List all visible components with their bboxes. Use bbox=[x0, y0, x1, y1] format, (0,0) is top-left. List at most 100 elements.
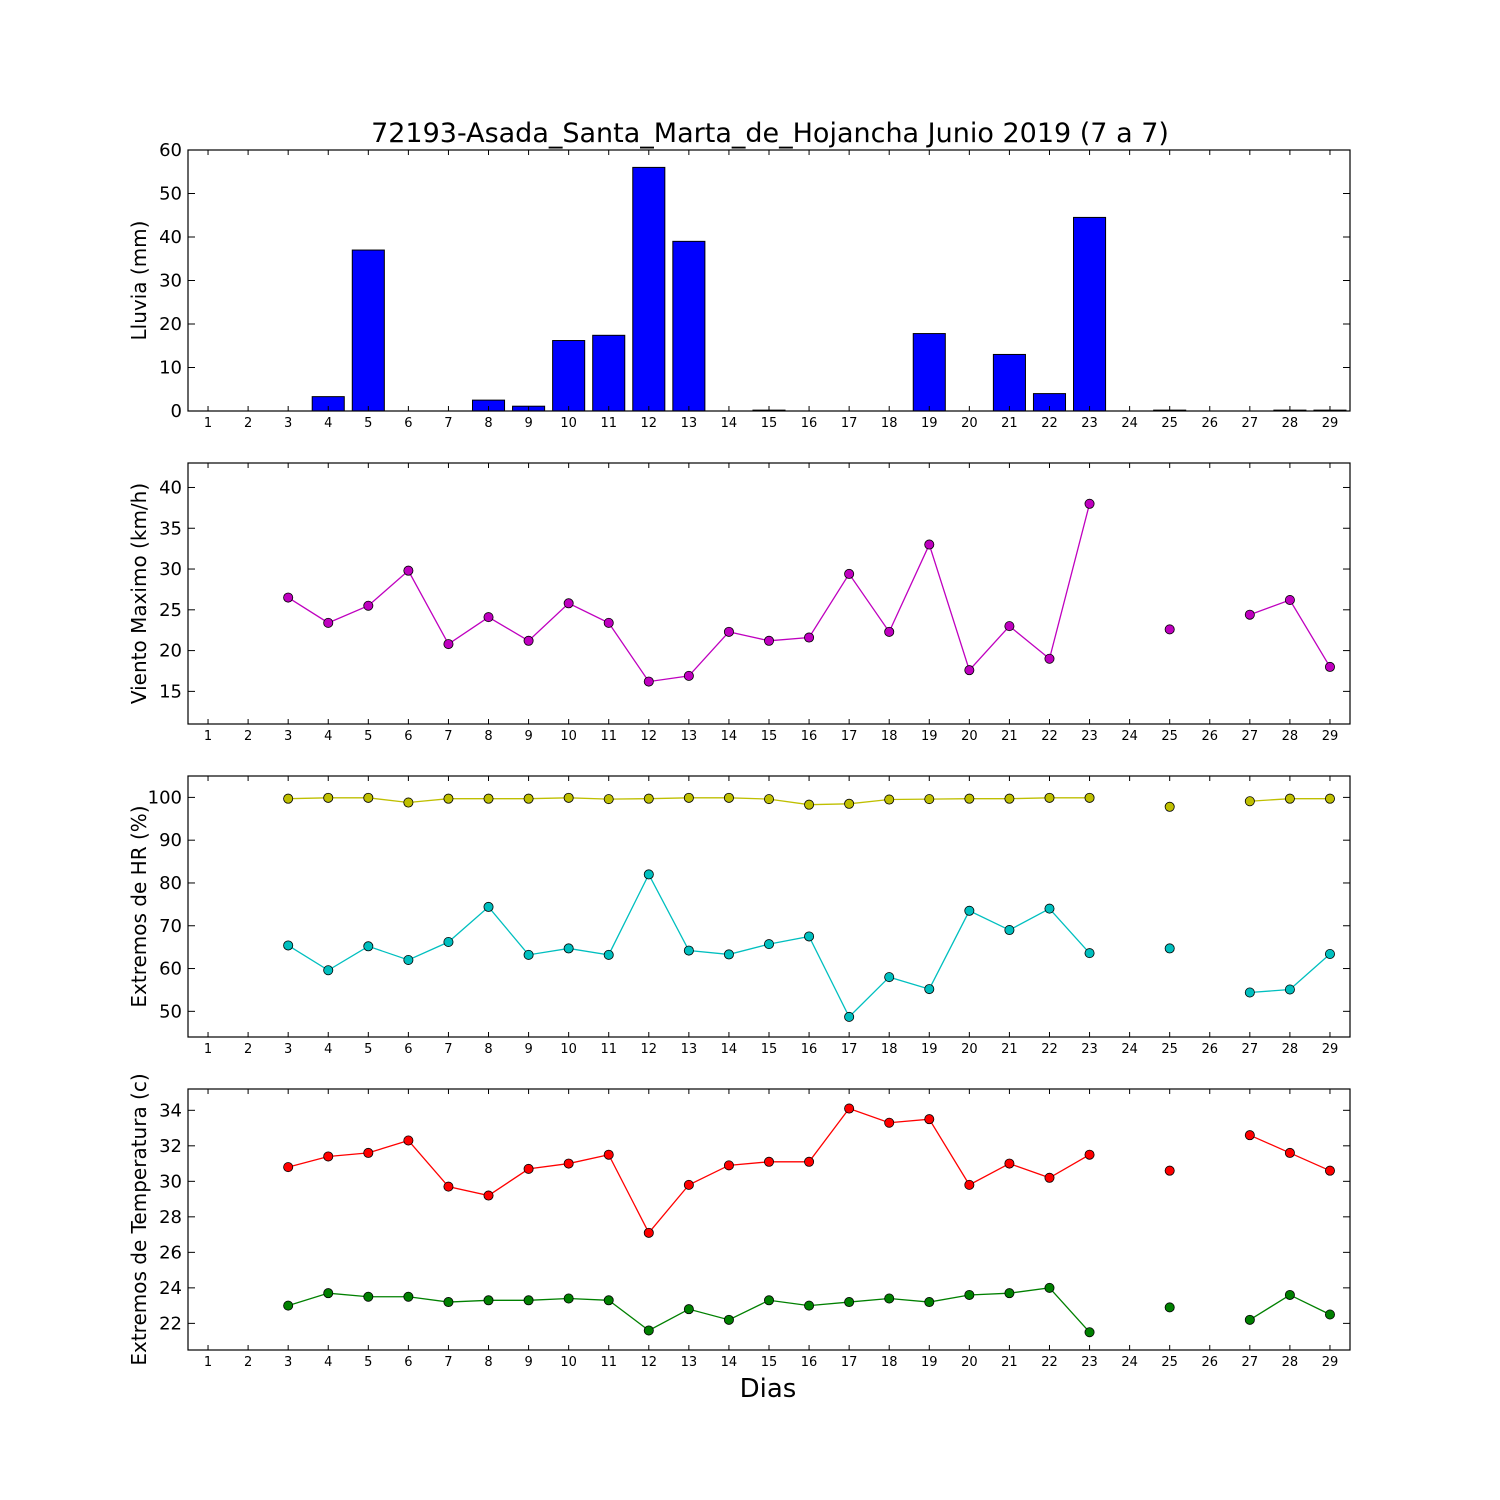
temperature-y-axis-label: Extremos de Temperatura (c) bbox=[127, 1073, 151, 1365]
rain-bar-day-5 bbox=[351, 249, 385, 412]
humidity-ytick-label: 70 bbox=[159, 916, 182, 937]
temperature-series-1-point-day-25 bbox=[1164, 1302, 1175, 1313]
rain-bar-day-13 bbox=[672, 240, 706, 412]
humidity-series-0-point-day-23 bbox=[1084, 792, 1095, 803]
wind-xtick-label: 13 bbox=[681, 729, 698, 744]
wind-xtick-label: 7 bbox=[444, 729, 452, 744]
temperature-xtick-label: 9 bbox=[524, 1355, 532, 1370]
temperature-series-0-point-day-4 bbox=[323, 1151, 334, 1162]
humidity-xtick-label: 22 bbox=[1041, 1042, 1058, 1057]
temperature-series-0-point-day-18 bbox=[884, 1117, 895, 1128]
humidity-series-1-point-day-10 bbox=[563, 943, 574, 954]
humidity-series-1-point-day-13 bbox=[683, 945, 694, 956]
wind-xtick-label: 29 bbox=[1322, 729, 1339, 744]
rain-xtick-label: 11 bbox=[600, 416, 617, 431]
temperature-xtick-label: 26 bbox=[1201, 1355, 1218, 1370]
wind-xtick-label: 4 bbox=[324, 729, 332, 744]
wind-xtick-label: 26 bbox=[1201, 729, 1218, 744]
humidity-series-0-point-day-27 bbox=[1244, 796, 1255, 807]
humidity-series-1-point-day-28 bbox=[1284, 984, 1295, 995]
humidity-series-0-point-day-20 bbox=[964, 793, 975, 804]
wind-series-0-point-day-10 bbox=[563, 598, 574, 609]
wind-ytick-label: 35 bbox=[159, 518, 182, 539]
wind-series-0-point-day-18 bbox=[884, 626, 895, 637]
humidity-series-1-point-day-20 bbox=[964, 905, 975, 916]
temperature-xtick-label: 13 bbox=[681, 1355, 698, 1370]
temperature-xtick-label: 28 bbox=[1282, 1355, 1299, 1370]
temperature-series-1-point-day-7 bbox=[443, 1297, 454, 1308]
humidity-series-0-point-day-21 bbox=[1004, 793, 1015, 804]
temperature-xtick-label: 18 bbox=[881, 1355, 898, 1370]
rain-xtick-label: 20 bbox=[961, 416, 978, 431]
humidity-series-1-point-day-29 bbox=[1324, 948, 1335, 959]
wind-ytick-label: 30 bbox=[159, 559, 182, 580]
temperature-series-1-point-day-18 bbox=[884, 1293, 895, 1304]
humidity-series-1-point-day-18 bbox=[884, 972, 895, 983]
temperature-xtick-label: 4 bbox=[324, 1355, 332, 1370]
temperature-series-1-point-day-6 bbox=[403, 1291, 414, 1302]
wind-series-0-point-day-23 bbox=[1084, 498, 1095, 509]
wind-xtick-label: 20 bbox=[961, 729, 978, 744]
wind-series-0-point-day-5 bbox=[363, 600, 374, 611]
temperature-series-1-point-day-10 bbox=[563, 1293, 574, 1304]
humidity-xtick-label: 4 bbox=[324, 1042, 332, 1057]
humidity-xtick-label: 11 bbox=[600, 1042, 617, 1057]
wind-series-0-line-0 bbox=[287, 503, 1091, 683]
rain-xtick-label: 24 bbox=[1121, 416, 1138, 431]
temperature-xtick-label: 19 bbox=[921, 1355, 938, 1370]
rain-ytick-label: 10 bbox=[159, 358, 182, 379]
temperature-series-0-point-day-12 bbox=[643, 1227, 654, 1238]
wind-xtick-label: 24 bbox=[1121, 729, 1138, 744]
temperature-series-0-point-day-20 bbox=[964, 1179, 975, 1190]
temperature-xtick-label: 23 bbox=[1081, 1355, 1098, 1370]
rain-xtick-label: 16 bbox=[801, 416, 818, 431]
humidity-series-0-point-day-3 bbox=[283, 793, 294, 804]
temperature-series-0-point-day-28 bbox=[1284, 1147, 1295, 1158]
humidity-series-0-point-day-4 bbox=[323, 792, 334, 803]
temperature-ytick-label: 34 bbox=[159, 1100, 182, 1121]
temperature-series-0-point-day-27 bbox=[1244, 1130, 1255, 1141]
temperature-series-1-point-day-13 bbox=[683, 1304, 694, 1315]
wind-xtick-label: 14 bbox=[721, 729, 738, 744]
temperature-series-0-point-day-11 bbox=[603, 1149, 614, 1160]
rain-xtick-label: 2 bbox=[244, 416, 252, 431]
humidity-series-0-point-day-10 bbox=[563, 792, 574, 803]
humidity-xtick-label: 3 bbox=[284, 1042, 292, 1057]
temperature-series-1-point-day-11 bbox=[603, 1295, 614, 1306]
wind-xtick-label: 9 bbox=[524, 729, 532, 744]
wind-xtick-label: 21 bbox=[1001, 729, 1018, 744]
temperature-series-0-point-day-13 bbox=[683, 1179, 694, 1190]
wind-ytick-label: 25 bbox=[159, 600, 182, 621]
temperature-xtick-label: 21 bbox=[1001, 1355, 1018, 1370]
temperature-series-0-point-day-22 bbox=[1044, 1172, 1055, 1183]
wind-xtick-label: 17 bbox=[841, 729, 858, 744]
humidity-series-1-point-day-27 bbox=[1244, 987, 1255, 998]
wind-series-0-line-2 bbox=[1249, 599, 1331, 668]
rain-ytick-label: 40 bbox=[159, 227, 182, 248]
wind-xtick-label: 15 bbox=[761, 729, 778, 744]
rain-xtick-label: 8 bbox=[484, 416, 492, 431]
humidity-series-1-point-day-15 bbox=[764, 939, 775, 950]
temperature-xtick-label: 27 bbox=[1242, 1355, 1259, 1370]
humidity-series-0-point-day-25 bbox=[1164, 801, 1175, 812]
rain-xtick-label: 14 bbox=[721, 416, 738, 431]
rain-xtick-label: 1 bbox=[204, 416, 212, 431]
humidity-axes-frame bbox=[187, 775, 1351, 1038]
wind-series-0-point-day-4 bbox=[323, 617, 334, 628]
temperature-series-1-point-day-20 bbox=[964, 1289, 975, 1300]
humidity-series-1-point-day-12 bbox=[643, 869, 654, 880]
wind-xtick-label: 8 bbox=[484, 729, 492, 744]
temperature-ytick-label: 30 bbox=[159, 1171, 182, 1192]
humidity-y-axis-label: Extremos de HR (%) bbox=[127, 805, 151, 1007]
temperature-xtick-label: 2 bbox=[244, 1355, 252, 1370]
temperature-series-0-point-day-25 bbox=[1164, 1165, 1175, 1176]
humidity-series-0-point-day-9 bbox=[523, 793, 534, 804]
rain-xtick-label: 10 bbox=[560, 416, 577, 431]
wind-series-0-point-day-14 bbox=[723, 626, 734, 637]
temperature-xtick-label: 10 bbox=[560, 1355, 577, 1370]
wind-series-0-point-day-21 bbox=[1004, 621, 1015, 632]
humidity-series-0-point-day-29 bbox=[1324, 793, 1335, 804]
temperature-series-1-point-day-12 bbox=[643, 1325, 654, 1336]
humidity-series-1-point-day-5 bbox=[363, 941, 374, 952]
wind-series-0-point-day-7 bbox=[443, 639, 454, 650]
